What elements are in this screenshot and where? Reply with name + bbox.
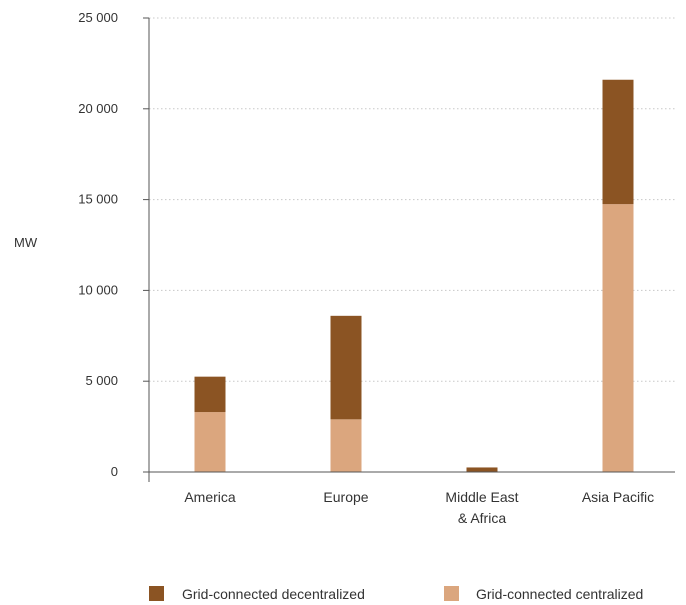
y-axis: 0 5 000 10 000 15 000 20 000 25 000 [78, 10, 150, 482]
x-tick-label: Europe [323, 489, 368, 505]
bar-grid-connected-decentralized-1 [330, 315, 362, 420]
gridlines [149, 17, 675, 382]
bar-grid-connected-decentralized-0 [194, 376, 226, 413]
legend-swatch [149, 586, 164, 601]
y-tick-label: 5 000 [85, 373, 118, 388]
x-tick-label: Middle East [445, 489, 518, 505]
x-tick-label: America [184, 489, 236, 505]
bars [194, 79, 634, 472]
y-tick-label: 25 000 [78, 10, 118, 25]
x-tick-label: & Africa [458, 510, 506, 526]
legend-swatch [444, 586, 459, 601]
y-tick-label: 0 [111, 464, 118, 479]
y-tick-label: 20 000 [78, 101, 118, 116]
legend-label: Grid-connected centralized [476, 586, 643, 602]
y-tick-label: 15 000 [78, 192, 118, 207]
y-tick-label: 10 000 [78, 282, 118, 297]
bar-grid-connected-decentralized-3 [602, 79, 634, 205]
bar-grid-connected-decentralized-2 [466, 467, 498, 472]
x-axis: America Europe Middle East & Africa Asia Pac… [149, 471, 675, 526]
legend-label: Grid-connected decentralized [182, 586, 365, 602]
bar-grid-connected-centralized-0 [194, 412, 226, 472]
y-axis-label: MW [14, 235, 38, 250]
legend: Grid-connected decentralized Grid-connect… [149, 586, 643, 602]
bar-grid-connected-centralized-3 [602, 204, 634, 472]
bar-grid-connected-centralized-1 [330, 419, 362, 472]
x-tick-label: Asia Pacific [582, 489, 654, 505]
